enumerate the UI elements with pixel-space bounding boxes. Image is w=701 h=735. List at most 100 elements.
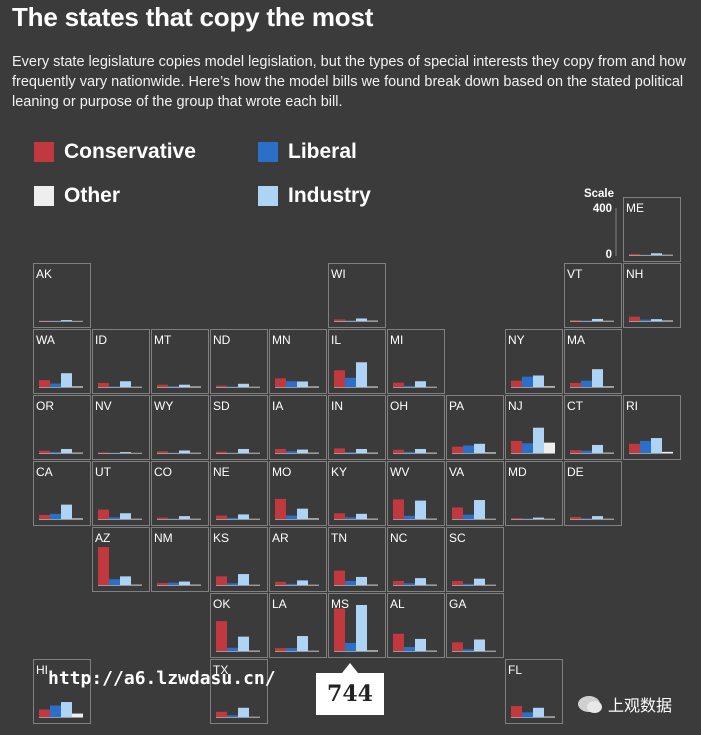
state-tile-al: AL [387, 593, 445, 658]
bar-ct-conservative [570, 450, 581, 453]
bar-az-conservative [98, 547, 109, 585]
bar-ia-liberal [286, 451, 297, 453]
bar-ok-conservative [216, 621, 227, 651]
bar-nc-industry [415, 578, 426, 585]
state-label-ca: CA [36, 465, 53, 479]
state-label-ne: NE [213, 465, 230, 479]
bar-wv-industry [415, 500, 426, 519]
bar-nj-industry [533, 427, 544, 453]
bar-wa-industry [61, 373, 72, 387]
bar-ms-liberal [345, 642, 356, 651]
bar-mi-liberal [404, 385, 415, 387]
bar-ne-liberal [227, 517, 238, 519]
state-tile-border [151, 329, 209, 394]
scale-max-label: 400 [593, 203, 612, 215]
state-tile-border [92, 461, 150, 526]
bar-in-conservative [334, 448, 345, 453]
state-label-ut: UT [95, 465, 112, 479]
bar-ne-conservative [216, 515, 227, 519]
state-tile-in: IN [328, 395, 386, 460]
state-tile-border [446, 461, 504, 526]
state-tile-border [210, 461, 268, 526]
state-tile-pa: PA [446, 395, 504, 460]
state-tile-border [33, 659, 91, 724]
chart-title: The states that copy the most [12, 2, 374, 32]
state-tile-border [328, 329, 386, 394]
bar-ia-industry [297, 449, 308, 453]
state-tile-border [269, 329, 327, 394]
state-tile-border [564, 395, 622, 460]
bar-ar-industry [297, 580, 308, 585]
state-tile-ca: CA [33, 461, 91, 526]
state-tile-border [269, 527, 327, 592]
bar-mn-conservative [275, 378, 286, 387]
bar-ms-conservative [334, 608, 345, 651]
bar-la-liberal [286, 648, 297, 651]
bar-fl-conservative [511, 706, 522, 717]
scale-label: Scale [584, 188, 614, 200]
bar-ct-liberal [581, 450, 592, 453]
state-tile-mo: MO [269, 461, 327, 526]
bar-pa-industry [474, 443, 485, 453]
bar-wv-liberal [404, 515, 415, 519]
bar-ga-liberal [463, 649, 474, 651]
state-tile-border [505, 329, 563, 394]
bar-hi-industry [61, 702, 72, 717]
bar-sc-industry [474, 578, 485, 585]
state-tile-ma: MA [564, 329, 622, 394]
state-label-oh: OH [390, 399, 408, 413]
bar-wy-industry [179, 450, 190, 453]
bar-tn-industry [356, 576, 367, 585]
bar-id-industry [120, 381, 131, 387]
bar-co-industry [179, 516, 190, 519]
chart-subtitle: Every state legislature copies model leg… [12, 54, 686, 110]
state-tile-wy: WY [151, 395, 209, 460]
brand-name: 上观数据 [608, 696, 673, 715]
state-tile-ak: AK [33, 263, 91, 328]
state-tile-border [328, 527, 386, 592]
bar-sd-industry [238, 448, 249, 453]
bar-pa-other [485, 452, 496, 453]
bar-mi-industry [415, 381, 426, 387]
state-label-ri: RI [626, 399, 638, 413]
state-tile-border [151, 395, 209, 460]
state-label-tn: TN [331, 531, 347, 545]
state-label-mt: MT [154, 333, 172, 347]
bar-wv-conservative [393, 499, 404, 519]
bar-vt-industry [592, 318, 603, 321]
bar-nh-liberal [640, 319, 651, 321]
bar-ri-conservative [629, 443, 640, 453]
state-tile-vt: VT [564, 263, 622, 328]
state-tile-border [151, 461, 209, 526]
bar-az-liberal [109, 579, 120, 585]
bar-hi-conservative [39, 709, 50, 717]
state-tile-border [564, 329, 622, 394]
state-label-pa: PA [449, 399, 464, 413]
state-tile-hi: HI [33, 659, 91, 724]
state-label-wy: WY [154, 399, 173, 413]
bar-in-liberal [345, 452, 356, 453]
state-tile-nd: ND [210, 329, 268, 394]
state-tile-ia: IA [269, 395, 327, 460]
state-tile-wi: WI [328, 263, 386, 328]
bar-wi-liberal [345, 320, 356, 321]
state-tile-nv: NV [92, 395, 150, 460]
state-tile-border [33, 263, 91, 328]
state-label-md: MD [508, 465, 527, 479]
state-tile-border [387, 395, 445, 460]
state-tile-ms: MS [328, 593, 386, 658]
bar-ne-industry [238, 514, 249, 519]
state-label-il: IL [331, 333, 341, 347]
bar-nd-liberal [227, 386, 238, 387]
state-tile-ct: CT [564, 395, 622, 460]
bar-mo-industry [297, 508, 308, 519]
bar-ky-conservative [334, 513, 345, 519]
bar-wa-liberal [50, 383, 61, 387]
state-tile-border [505, 395, 563, 460]
state-label-fl: FL [508, 663, 522, 677]
legend-swatch-conservative [34, 142, 54, 162]
state-tile-oh: OH [387, 395, 445, 460]
legend-item-liberal: Liberal [258, 140, 357, 164]
state-label-nd: ND [213, 333, 231, 347]
